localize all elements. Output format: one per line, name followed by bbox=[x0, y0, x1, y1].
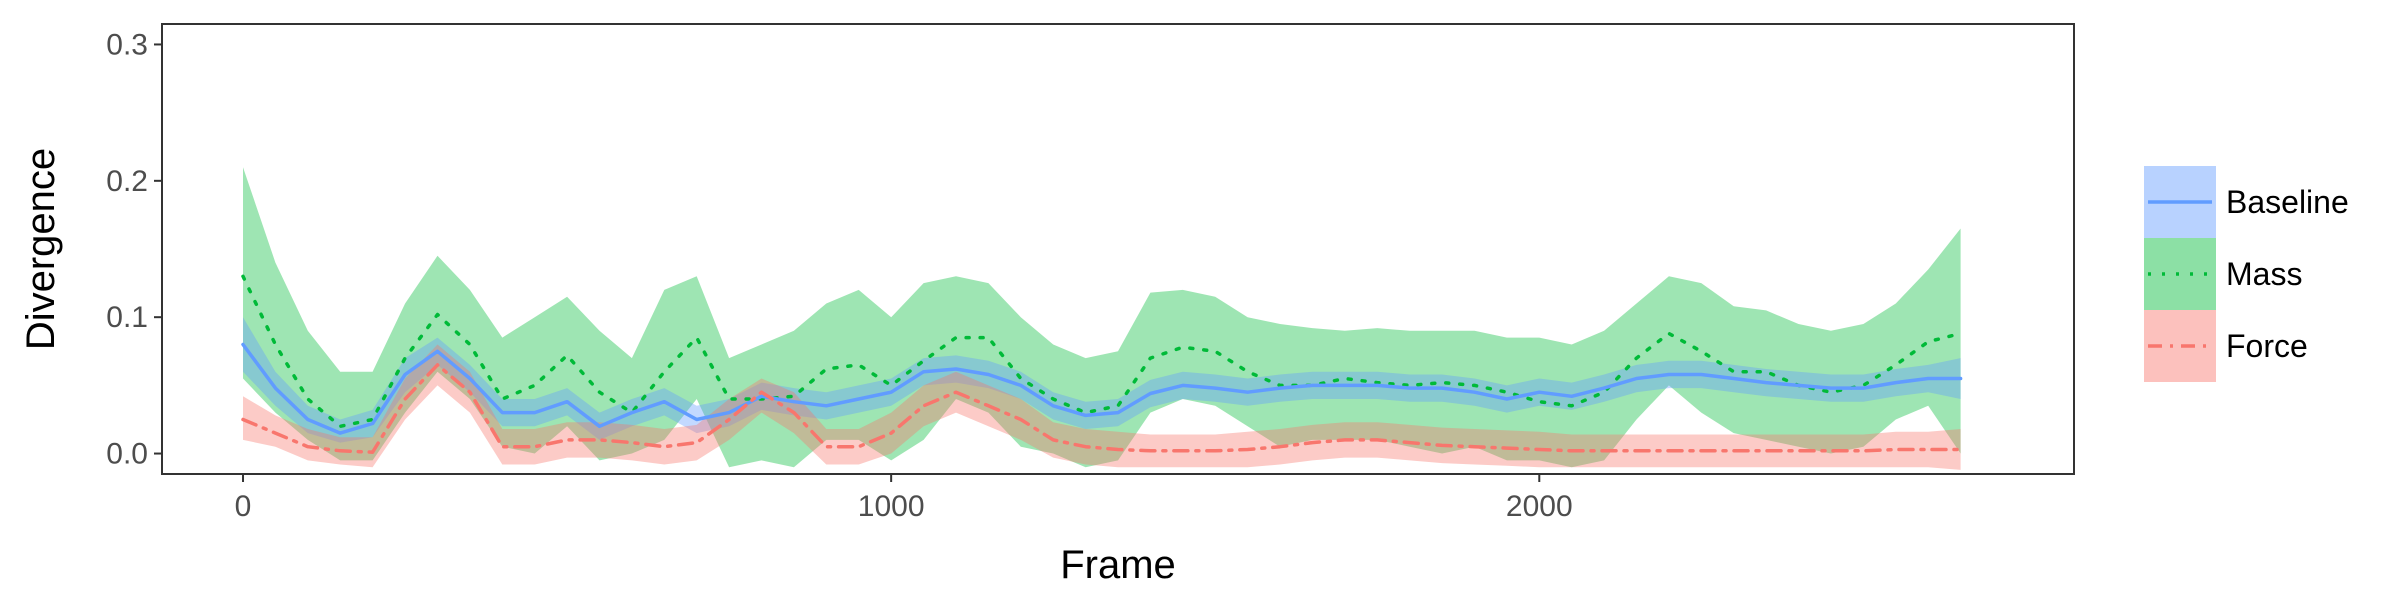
line-baseline bbox=[241, 342, 1963, 435]
series-lines bbox=[241, 274, 1963, 454]
x-tick-label: 1000 bbox=[858, 490, 925, 523]
band-force bbox=[243, 344, 1961, 470]
line-force bbox=[241, 363, 1963, 454]
y-tick-label: 0.2 bbox=[106, 165, 148, 198]
x-axis-title: Frame bbox=[1060, 543, 1176, 587]
legend-label-mass: Mass bbox=[2226, 256, 2302, 292]
y-axis: 0.0 0.1 0.2 0.3 bbox=[106, 28, 162, 471]
band-baseline bbox=[243, 317, 1961, 443]
x-axis: 0 1000 2000 bbox=[235, 474, 1573, 523]
plot-panel bbox=[161, 23, 2075, 475]
legend-label-baseline: Baseline bbox=[2226, 184, 2349, 220]
y-tick-label: 0.3 bbox=[106, 28, 148, 61]
y-tick-label: 0.1 bbox=[106, 301, 148, 334]
legend-label-force: Force bbox=[2226, 328, 2308, 364]
legend: Baseline Mass Force bbox=[2144, 166, 2349, 382]
x-tick-label: 2000 bbox=[1506, 490, 1573, 523]
line-mass bbox=[241, 274, 1963, 429]
y-tick-label: 0.0 bbox=[106, 438, 148, 471]
y-axis-title: Divergence bbox=[19, 148, 63, 350]
x-tick-label: 0 bbox=[235, 490, 252, 523]
